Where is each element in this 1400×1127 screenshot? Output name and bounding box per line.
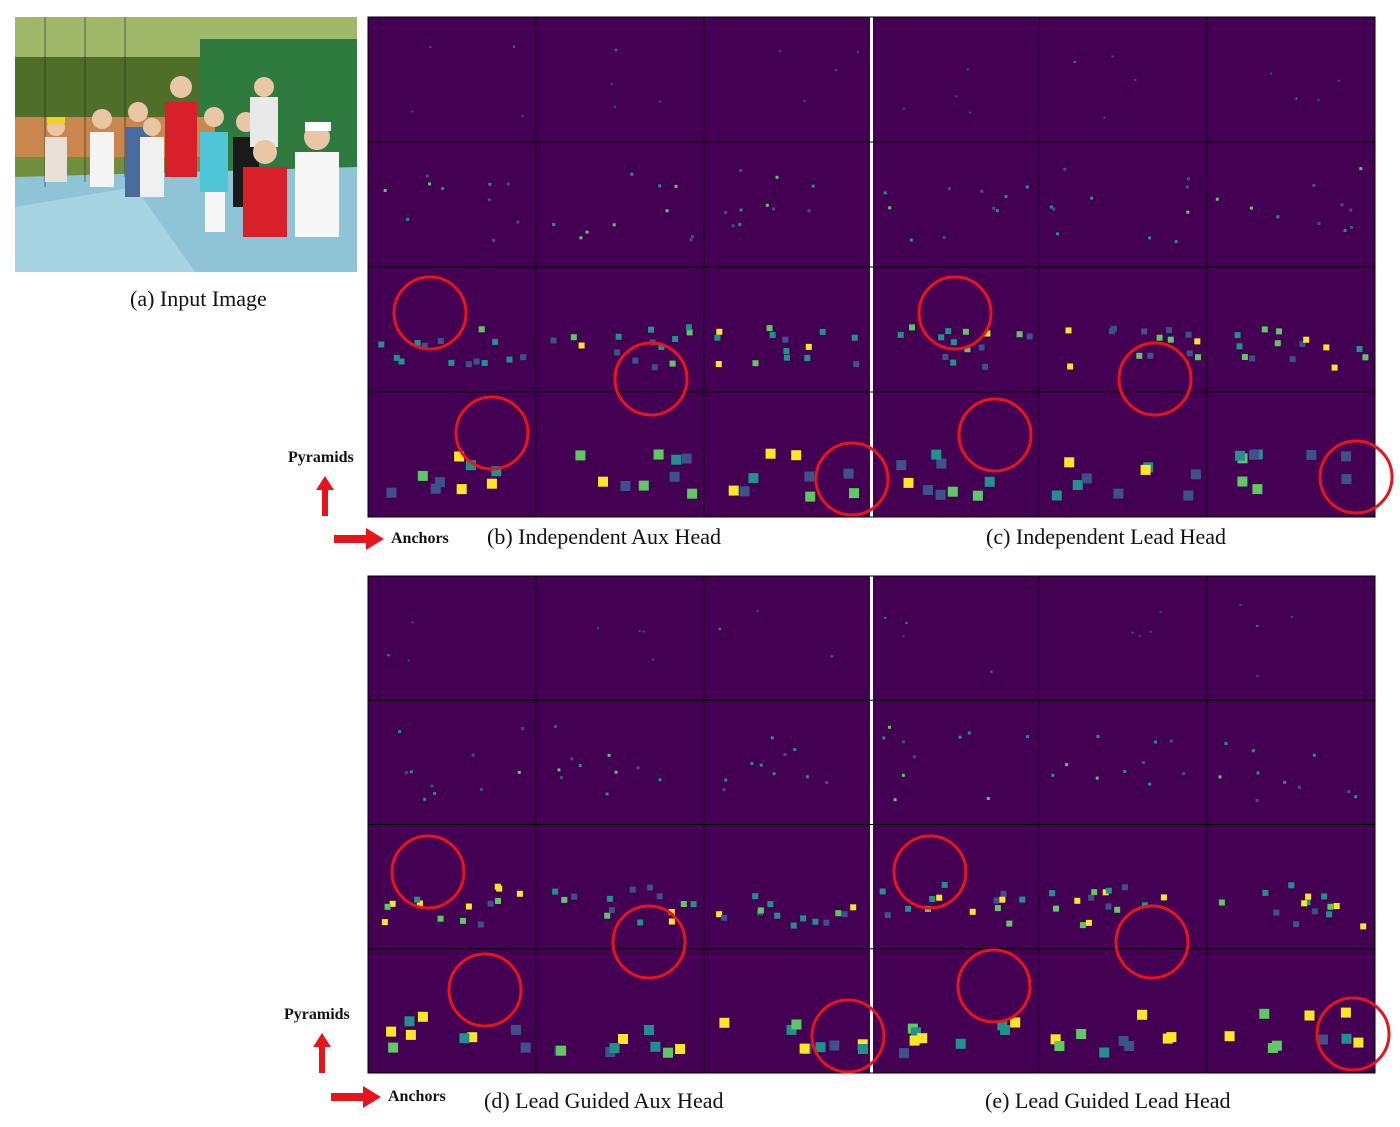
heatmap-cell-r0-c4 xyxy=(1131,611,1162,637)
highlight-circle xyxy=(392,275,468,351)
highlight-circle xyxy=(814,441,890,517)
highlight-circle xyxy=(956,948,1032,1024)
heatmap-cell-r1-c1 xyxy=(554,725,662,796)
x-axis-label-bottom: Anchors xyxy=(388,1088,446,1105)
heatmap-cell-r2-c3 xyxy=(897,324,1033,370)
heatmap-grid-lead-guided xyxy=(367,575,1391,1074)
heatmap-cell-r1-c0 xyxy=(383,174,520,242)
y-axis-label-bottom: Pyramids xyxy=(284,1006,350,1023)
highlight-circle xyxy=(1117,341,1193,417)
heatmap-cell-r1-c2 xyxy=(722,736,829,792)
caption-lead-guided-aux-head: (d) Lead Guided Aux Head xyxy=(484,1088,724,1113)
heatmap-cell-r0-c1 xyxy=(610,48,661,108)
heatmap-cell-r0-c3 xyxy=(884,616,993,673)
highlight-circle xyxy=(447,952,523,1028)
heatmap-cell-r3-c4 xyxy=(1051,457,1201,501)
input-photo-illustration xyxy=(15,17,357,272)
heatmap-cell-r0-c5 xyxy=(1270,72,1340,101)
heatmap-cell-r1-c3 xyxy=(882,725,1030,802)
highlight-circle xyxy=(892,834,968,910)
caption-independent-lead-head: (c) Independent Lead Head xyxy=(986,524,1227,549)
heatmap-cell-r2-c1 xyxy=(552,884,697,926)
heatmap-cell-r0-c0 xyxy=(411,45,524,117)
heatmap-cell-r1-c4 xyxy=(1049,167,1190,244)
heatmap-cell-r3-c4 xyxy=(1050,1009,1177,1058)
heatmap-cell-r3-c1 xyxy=(575,449,698,499)
heatmap-cell-r0-c5 xyxy=(1239,603,1293,677)
heatmap-cell-r3-c2 xyxy=(728,448,859,502)
heatmap-cell-r1-c4 xyxy=(1051,735,1186,786)
heatmap-cell-r2-c2 xyxy=(716,893,857,929)
heatmap-cell-r1-c5 xyxy=(1215,167,1363,232)
heatmap-cell-r3-c0 xyxy=(386,451,502,498)
heatmap-cell-r0-c0 xyxy=(387,621,414,662)
caption-lead-guided-lead-head: (e) Lead Guided Lead Head xyxy=(985,1088,1231,1113)
y-axis-label-top: Pyramids xyxy=(288,449,354,466)
heatmap-cell-r3-c3 xyxy=(896,449,995,501)
heatmap-cell-r1-c1 xyxy=(552,172,694,242)
up-arrow-icon xyxy=(316,476,334,516)
up-arrow-icon xyxy=(313,1033,331,1073)
highlight-circle xyxy=(613,341,689,417)
highlight-circle xyxy=(810,998,886,1074)
highlight-circle xyxy=(957,397,1033,473)
heatmap-cell-r0-c4 xyxy=(1073,55,1137,119)
caption-independent-aux-head: (b) Independent Aux Head xyxy=(487,524,721,549)
heatmap-cell-r3-c5 xyxy=(1224,1007,1364,1053)
heatmap-cell-r1-c2 xyxy=(724,169,815,228)
heatmap-cell-r3-c0 xyxy=(386,1011,531,1053)
highlight-circle xyxy=(454,395,530,471)
heatmap-cell-r2-c2 xyxy=(714,325,860,368)
heatmap-grid-independent xyxy=(367,16,1394,518)
heatmap-panel-independent xyxy=(367,16,1394,518)
highlight-circle xyxy=(1114,904,1190,980)
input-image-caption: (a) Input Image xyxy=(130,286,267,311)
heatmap-cell-r2-c0 xyxy=(378,326,527,368)
input-photo xyxy=(15,17,357,272)
x-axis-label-top: Anchors xyxy=(391,530,449,547)
heatmap-cell-r2-c5 xyxy=(1234,326,1369,371)
heatmap-cell-r2-c4 xyxy=(1065,325,1201,370)
heatmap-cell-r2-c5 xyxy=(1218,882,1367,930)
heatmap-cell-r0-c3 xyxy=(902,68,971,114)
heatmap-cell-r0-c1 xyxy=(597,627,655,661)
heatmap-cell-r2-c0 xyxy=(381,883,523,928)
heatmap-cell-r0-c2 xyxy=(718,610,833,658)
heatmap-cell-r0-c2 xyxy=(779,50,859,102)
heatmap-cell-r1-c3 xyxy=(883,185,1029,242)
heatmap-cell-r1-c0 xyxy=(398,727,525,801)
heatmap-cell-r1-c5 xyxy=(1218,742,1358,802)
heatmap-cell-r3-c2 xyxy=(719,1017,868,1055)
highlight-circle xyxy=(1315,996,1391,1072)
right-arrow-icon xyxy=(334,528,384,550)
highlight-circle xyxy=(611,904,687,980)
highlight-circle xyxy=(390,834,466,910)
heatmap-cell-r3-c5 xyxy=(1235,449,1352,495)
highlight-circle xyxy=(917,275,993,351)
heatmap-cell-r2-c1 xyxy=(550,324,693,371)
heatmap-cell-r3-c3 xyxy=(899,1017,1021,1059)
heatmap-cell-r3-c1 xyxy=(554,1025,686,1058)
highlight-circle xyxy=(1318,439,1394,515)
heatmap-panel-lead-guided xyxy=(367,575,1391,1074)
right-arrow-icon xyxy=(331,1086,381,1108)
